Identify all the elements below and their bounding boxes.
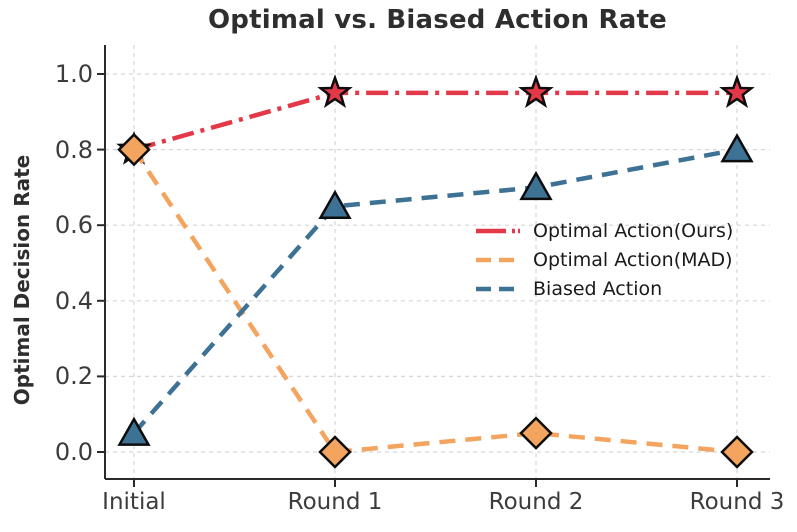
y-tick-label: 0.6 bbox=[54, 211, 93, 240]
series-line-triangle bbox=[132, 147, 738, 435]
y-tick-label: 0.2 bbox=[54, 362, 93, 391]
y-tick-label: 1.0 bbox=[54, 60, 93, 88]
legend-label: Biased Action bbox=[533, 277, 663, 300]
legend: Optimal Action(Ours) Optimal Action(MAD) B… bbox=[476, 216, 733, 303]
series-line-star bbox=[133, 90, 737, 152]
star-marker bbox=[317, 74, 353, 109]
y-tick-label: 0.8 bbox=[54, 135, 93, 164]
star-marker bbox=[719, 74, 755, 109]
y-tick-label: 0.4 bbox=[54, 286, 93, 315]
x-tick-label: Initial bbox=[102, 489, 166, 515]
triangle-marker bbox=[720, 133, 754, 163]
series-line-diamond bbox=[132, 148, 738, 455]
legend-item: Optimal Action(Ours) bbox=[476, 216, 733, 245]
star-marker bbox=[518, 74, 554, 109]
triangle-marker bbox=[519, 170, 553, 201]
triangle-marker bbox=[117, 416, 151, 446]
legend-label: Optimal Action(MAD) bbox=[533, 248, 733, 271]
diamond-marker bbox=[318, 435, 352, 469]
legend-item: Biased Action bbox=[476, 274, 733, 303]
legend-line-sample bbox=[476, 286, 520, 291]
triangle-marker bbox=[318, 189, 352, 220]
x-tick-label: Round 2 bbox=[488, 489, 584, 515]
legend-label: Optimal Action(Ours) bbox=[533, 219, 734, 242]
x-tick-label: Round 3 bbox=[689, 489, 785, 515]
legend-line-sample bbox=[476, 228, 520, 233]
diamond-marker bbox=[117, 132, 151, 167]
y-tick-label: 0.0 bbox=[54, 438, 93, 466]
diamond-marker bbox=[519, 416, 553, 450]
x-tick-label: Round 1 bbox=[287, 489, 383, 515]
legend-item: Optimal Action(MAD) bbox=[476, 245, 733, 274]
diamond-marker bbox=[720, 435, 754, 469]
legend-line-sample bbox=[476, 257, 520, 262]
chart-title: Optimal vs. Biased Action Rate bbox=[208, 5, 667, 35]
